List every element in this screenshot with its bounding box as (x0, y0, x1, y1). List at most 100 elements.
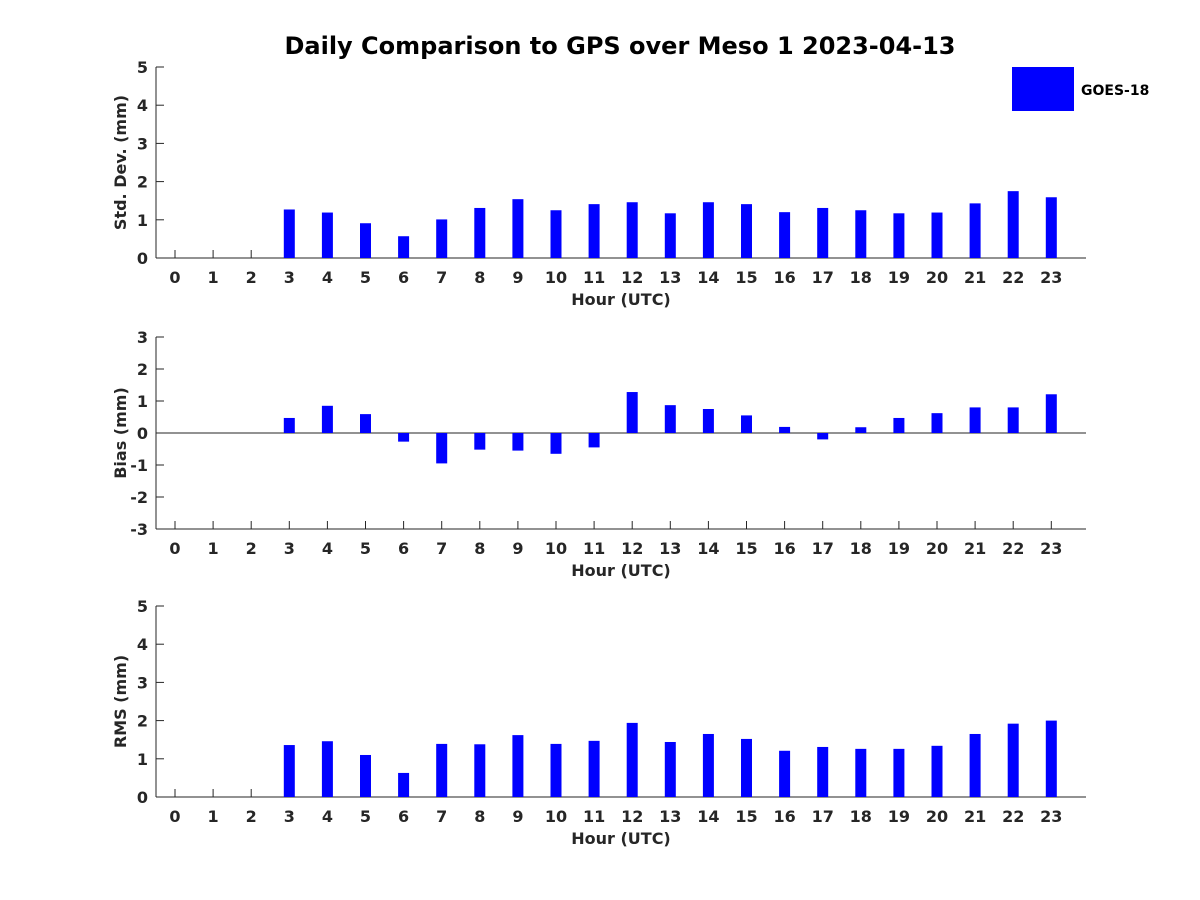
rms-x-tick-label: 7 (436, 807, 447, 826)
std-bar-hour-18 (855, 210, 867, 258)
rms-bar-hour-15 (741, 738, 752, 797)
bias-bar-hour-19 (893, 417, 905, 433)
bias-y-tick-label: -1 (130, 456, 148, 475)
std-x-tick-label: 11 (583, 268, 605, 287)
bias-bar-hour-18 (855, 427, 867, 433)
rms-bar-hour-5 (360, 754, 371, 797)
std-x-tick-label: 2 (246, 268, 257, 287)
std-x-tick-label: 0 (169, 268, 180, 287)
std-bar-hour-17 (817, 207, 829, 258)
std-x-tick-label: 9 (512, 268, 523, 287)
bias-bar-hour-10 (550, 433, 562, 454)
rms-bar-hour-10 (550, 743, 562, 797)
rms-bar-hour-9 (512, 735, 524, 797)
bias-x-tick-label: 19 (888, 539, 910, 558)
bias-bar-hour-6 (398, 433, 410, 442)
rms-bar-hour-13 (664, 741, 676, 797)
bias-x-tick-label: 6 (398, 539, 409, 558)
std-bar-hour-8 (474, 207, 486, 258)
std-y-tick-label: 3 (137, 134, 148, 153)
rms-y-tick-label: 4 (137, 635, 148, 654)
std-bar-hour-7 (436, 219, 448, 258)
rms-x-tick-label: 14 (697, 807, 719, 826)
rms-x-tick-label: 2 (246, 807, 257, 826)
rms-x-tick-label: 21 (964, 807, 986, 826)
bias-x-tick-label: 0 (169, 539, 180, 558)
std-x-tick-label: 3 (284, 268, 295, 287)
rms-bar-hour-22 (1007, 723, 1019, 797)
rms-x-tick-label: 4 (322, 807, 333, 826)
bias-x-tick-label: 1 (208, 539, 219, 558)
rms-x-axis-label: Hour (UTC) (571, 829, 671, 848)
std-x-tick-label: 14 (697, 268, 719, 287)
rms-y-tick-label: 1 (137, 750, 148, 769)
rms-x-tick-label: 16 (773, 807, 795, 826)
rms-bar-hour-16 (779, 750, 791, 797)
bias-y-tick-label: 2 (137, 360, 148, 379)
legend: GOES-18 (1012, 67, 1149, 111)
std-x-tick-label: 5 (360, 268, 371, 287)
std-x-tick-label: 15 (735, 268, 757, 287)
bias-y-axis-label: Bias (mm) (111, 387, 130, 479)
rms-bar-hour-23 (1045, 720, 1057, 797)
rms-y-tick-label: 3 (137, 673, 148, 692)
rms-bar-hour-12 (626, 722, 638, 797)
bias-x-tick-label: 8 (474, 539, 485, 558)
rms-y-tick-label: 0 (137, 788, 148, 807)
bias-bar-hour-21 (969, 407, 981, 433)
std-bar-hour-5 (360, 223, 371, 258)
rms-x-tick-label: 20 (926, 807, 948, 826)
std-x-tick-label: 12 (621, 268, 643, 287)
bias-bar-hour-12 (626, 392, 638, 433)
std-x-tick-label: 18 (850, 268, 872, 287)
bias-y-tick-label: 1 (137, 392, 148, 411)
chart-title: Daily Comparison to GPS over Meso 1 2023… (284, 32, 955, 60)
std-bar-hour-16 (779, 212, 791, 258)
bias-bar-hour-22 (1007, 407, 1019, 433)
std-bar-hour-23 (1045, 197, 1057, 258)
bias-x-tick-label: 20 (926, 539, 948, 558)
bias-x-tick-label: 21 (964, 539, 986, 558)
legend-swatch (1012, 67, 1074, 111)
bias-x-tick-label: 23 (1040, 539, 1062, 558)
rms-x-tick-label: 10 (545, 807, 567, 826)
rms-bar-hour-14 (702, 733, 714, 797)
rms-y-tick-label: 5 (137, 597, 148, 616)
bias-x-tick-label: 10 (545, 539, 567, 558)
rms-x-tick-label: 11 (583, 807, 605, 826)
bias-bar-hour-4 (321, 405, 333, 433)
rms-bar-hour-17 (817, 746, 829, 797)
bias-bar-hour-9 (512, 433, 524, 451)
bias-x-axis-label: Hour (UTC) (571, 561, 671, 580)
legend-label: GOES-18 (1081, 83, 1149, 99)
bias-bar-hour-5 (360, 414, 371, 433)
std-bar-hour-21 (969, 203, 981, 258)
bias-x-tick-label: 2 (246, 539, 257, 558)
rms-bar-hour-20 (931, 745, 943, 797)
bias-bar-hour-14 (702, 409, 714, 433)
std-bar-hour-15 (741, 204, 752, 258)
bias-y-tick-label: -3 (130, 520, 148, 539)
rms-bar-hour-3 (283, 745, 295, 797)
bias-x-tick-label: 11 (583, 539, 605, 558)
rms-x-tick-label: 15 (735, 807, 757, 826)
std-x-tick-label: 4 (322, 268, 333, 287)
bias-bar-hour-20 (931, 413, 943, 433)
bias-y-tick-label: 0 (137, 424, 148, 443)
std-x-tick-label: 22 (1002, 268, 1024, 287)
bias-bar-hour-7 (436, 433, 448, 464)
std-x-tick-label: 10 (545, 268, 567, 287)
rms-x-tick-label: 19 (888, 807, 910, 826)
bias-x-tick-label: 5 (360, 539, 371, 558)
bias-x-tick-label: 9 (512, 539, 523, 558)
bias-bar-hour-23 (1045, 394, 1057, 433)
std-x-tick-label: 23 (1040, 268, 1062, 287)
bias-y-tick-label: -2 (130, 488, 148, 507)
std-x-tick-label: 17 (812, 268, 834, 287)
bias-x-tick-label: 3 (284, 539, 295, 558)
std-y-tick-label: 2 (137, 173, 148, 192)
rms-x-tick-label: 1 (208, 807, 219, 826)
